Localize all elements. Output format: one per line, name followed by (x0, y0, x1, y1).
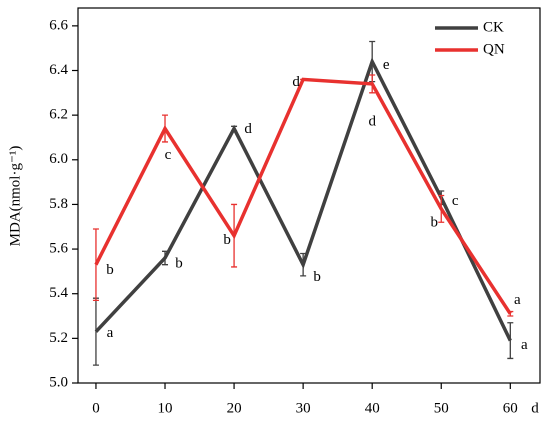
x-tick-label: 20 (227, 400, 242, 416)
x-tick-label: 0 (92, 400, 100, 416)
y-tick-label: 6.6 (49, 17, 68, 33)
significance-letter: c (452, 193, 459, 209)
y-tick-label: 5.0 (49, 374, 68, 390)
series-line (94, 57, 512, 342)
error-bar (231, 203, 238, 268)
y-tick-label: 5.8 (49, 196, 68, 212)
y-tick-label: 6.0 (49, 151, 68, 167)
error-bar (162, 250, 169, 266)
error-bar (92, 228, 99, 302)
y-tick-label: 6.2 (49, 107, 68, 123)
y-tick-label: 5.4 (49, 285, 68, 301)
significance-letter: b (175, 255, 183, 271)
x-tick-label: 30 (296, 400, 311, 416)
y-axis-label: MDA(nmol·g⁻¹) (7, 146, 23, 247)
error-bar (507, 322, 514, 360)
significance-letter: d (244, 121, 252, 137)
x-tick-label: 50 (434, 400, 449, 416)
significance-letter: e (383, 57, 390, 73)
x-tick-label: 10 (158, 400, 173, 416)
y-tick-label: 5.2 (49, 330, 68, 346)
error-bar (162, 114, 169, 143)
significance-letter: d (368, 113, 376, 129)
error-bar (231, 125, 238, 132)
error-bar (300, 252, 307, 277)
y-tick-label: 6.4 (49, 62, 68, 78)
significance-letter: d (292, 74, 300, 90)
significance-letter: a (514, 292, 521, 308)
error-bar (438, 194, 445, 223)
x-tick-label: 60 (503, 400, 518, 416)
legend-label: QN (483, 41, 505, 57)
significance-letter: b (223, 232, 231, 248)
x-tick-label: 40 (365, 400, 380, 416)
x-axis-label: d (531, 400, 539, 416)
legend-label: CK (483, 19, 504, 35)
significance-letter: a (521, 337, 528, 353)
significance-letter: b (106, 262, 114, 278)
significance-letter: a (107, 325, 114, 341)
plot-frame (77, 7, 541, 384)
error-bar (369, 74, 376, 94)
y-tick-label: 5.6 (49, 241, 68, 257)
significance-letter: c (165, 147, 172, 163)
error-bar (507, 310, 514, 317)
significance-letter: b (313, 269, 321, 285)
significance-letter: b (430, 214, 438, 230)
series-line (94, 77, 512, 315)
